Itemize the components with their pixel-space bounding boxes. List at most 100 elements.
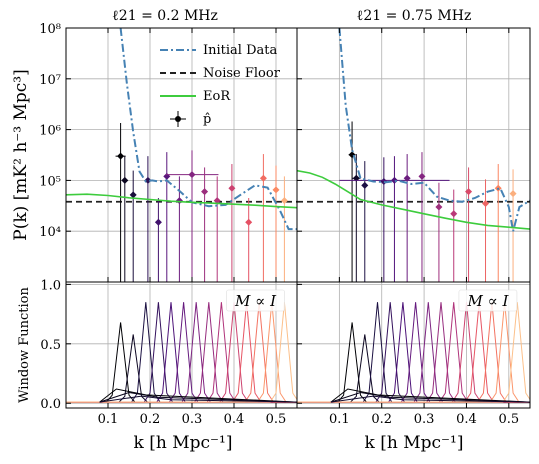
- data-point-marker: [450, 210, 458, 218]
- window-function-line: [66, 302, 297, 403]
- panel-frame: [296, 281, 531, 409]
- data-point-marker: [465, 188, 473, 196]
- legend: Initial Data Noise Floor EoR p̂: [160, 43, 281, 127]
- plot-area: [66, 28, 297, 282]
- window-function-line: [297, 302, 530, 403]
- y-tick-label: 10⁸: [39, 22, 61, 37]
- data-point-marker: [390, 176, 398, 184]
- window-function-line: [297, 302, 530, 403]
- x-tick-label: 0.3: [414, 412, 435, 427]
- window-function-line: [66, 334, 297, 403]
- x-tick-label: 0.2: [140, 412, 161, 427]
- series-line-initial-data: [338, 28, 530, 232]
- panel-frame: [296, 27, 531, 283]
- data-point-marker: [272, 186, 280, 194]
- y-axis-label-top: P(k) [mK² h⁻³ Mpc³]: [11, 69, 31, 240]
- x-axis-label-left: k [h Mpc⁻¹]: [134, 433, 233, 453]
- y-tick-label: 0.0: [40, 397, 61, 412]
- window-function-tail: [99, 391, 297, 403]
- series-line-eor: [297, 169, 530, 230]
- window-function-tail: [99, 395, 297, 403]
- y-tick-label: 1.0: [40, 278, 61, 293]
- annotation-text: M ∝ I: [234, 292, 277, 310]
- x-tick-label: 0.4: [456, 412, 477, 427]
- legend-initial-label: Initial Data: [203, 43, 277, 58]
- y-tick-label: 0.5: [40, 338, 61, 353]
- window-function-line: [297, 302, 530, 403]
- x-tick-label: 0.2: [371, 412, 392, 427]
- data-point-marker: [121, 176, 129, 184]
- x-tick-label: 0.1: [98, 412, 119, 427]
- data-point-marker: [509, 190, 517, 198]
- window-function-line: [66, 302, 297, 403]
- window-function-line: [297, 302, 530, 403]
- annotation-text: M ∝ I: [466, 292, 509, 310]
- panel-title-left: ℓ21 = 0.2 MHz: [112, 8, 218, 24]
- y-axis-label-bottom: Window Function: [17, 287, 32, 403]
- y-tick-label: 10⁶: [39, 124, 61, 139]
- data-point-marker: [163, 172, 171, 180]
- data-point-marker: [201, 188, 209, 196]
- data-point-marker: [154, 218, 162, 226]
- data-point-marker: [213, 197, 221, 205]
- y-tick-label: 10⁴: [39, 225, 61, 240]
- window-function-tail: [330, 395, 530, 403]
- window-function-tail: [330, 388, 530, 403]
- window-function-line: [66, 302, 297, 403]
- x-tick-label: 0.3: [182, 412, 203, 427]
- panel-top-left: 10⁴ 10⁵ 10⁶ 10⁷ 10⁸: [39, 22, 298, 283]
- data-point-marker: [259, 174, 267, 182]
- window-function-line: [66, 302, 297, 403]
- plot-area: [66, 282, 297, 408]
- y-tick-label: 10⁵: [39, 174, 61, 189]
- data-point-marker: [228, 184, 236, 192]
- window-function-tail: [99, 388, 297, 403]
- data-point-marker: [117, 152, 125, 160]
- window-function-line: [66, 302, 297, 403]
- panel-bottom-right: M ∝ I 0.1 0.2 0.3 0.4 0.5: [296, 281, 531, 427]
- y-tick-label: 10⁷: [39, 73, 61, 88]
- window-function-line: [66, 302, 297, 403]
- annotation-box: [458, 289, 518, 312]
- data-point-marker: [175, 197, 183, 205]
- x-tick-label: 0.4: [224, 412, 245, 427]
- data-point-marker: [435, 203, 443, 211]
- window-function-line: [66, 302, 297, 403]
- data-point-marker: [403, 174, 411, 182]
- data-point-marker: [129, 191, 137, 199]
- window-function-line: [66, 302, 297, 403]
- data-point-marker: [280, 197, 288, 205]
- panel-title-right: ℓ21 = 0.75 MHz: [357, 8, 472, 24]
- data-point-marker: [245, 218, 253, 226]
- plot-area: [297, 28, 530, 282]
- x-axis-label-right: k [h Mpc⁻¹]: [365, 433, 464, 453]
- data-point-marker: [380, 178, 388, 186]
- x-tick-label: 0.5: [266, 412, 287, 427]
- x-tick-label: 0.1: [329, 412, 350, 427]
- data-point-marker: [361, 181, 369, 189]
- window-function-line: [297, 302, 530, 403]
- window-function-line: [66, 302, 297, 403]
- window-function-line: [297, 302, 530, 403]
- window-function-line: [297, 302, 530, 403]
- data-point-marker: [418, 172, 426, 180]
- window-function-tail: [330, 391, 530, 403]
- window-function-line: [297, 302, 530, 403]
- legend-eor-label: EoR: [203, 89, 231, 104]
- legend-phat-marker: [175, 116, 181, 122]
- window-function-line: [297, 334, 530, 403]
- window-function-line: [297, 302, 530, 403]
- panel-bottom-left: M ∝ I 0.1 0.2 0.3 0.4 0.5 0.0 0.5 1.0: [40, 278, 298, 427]
- plot-area: [297, 282, 530, 408]
- annotation-box: [226, 289, 285, 312]
- window-function-line: [66, 302, 297, 403]
- x-tick-label: 0.5: [498, 412, 519, 427]
- window-function-line: [297, 302, 530, 403]
- legend-noise-label: Noise Floor: [203, 66, 281, 81]
- window-function-line: [297, 302, 530, 403]
- panel-top-right: [296, 27, 531, 283]
- window-function-line: [66, 302, 297, 403]
- data-point-marker: [482, 200, 490, 208]
- legend-phat-label: p̂: [203, 112, 211, 127]
